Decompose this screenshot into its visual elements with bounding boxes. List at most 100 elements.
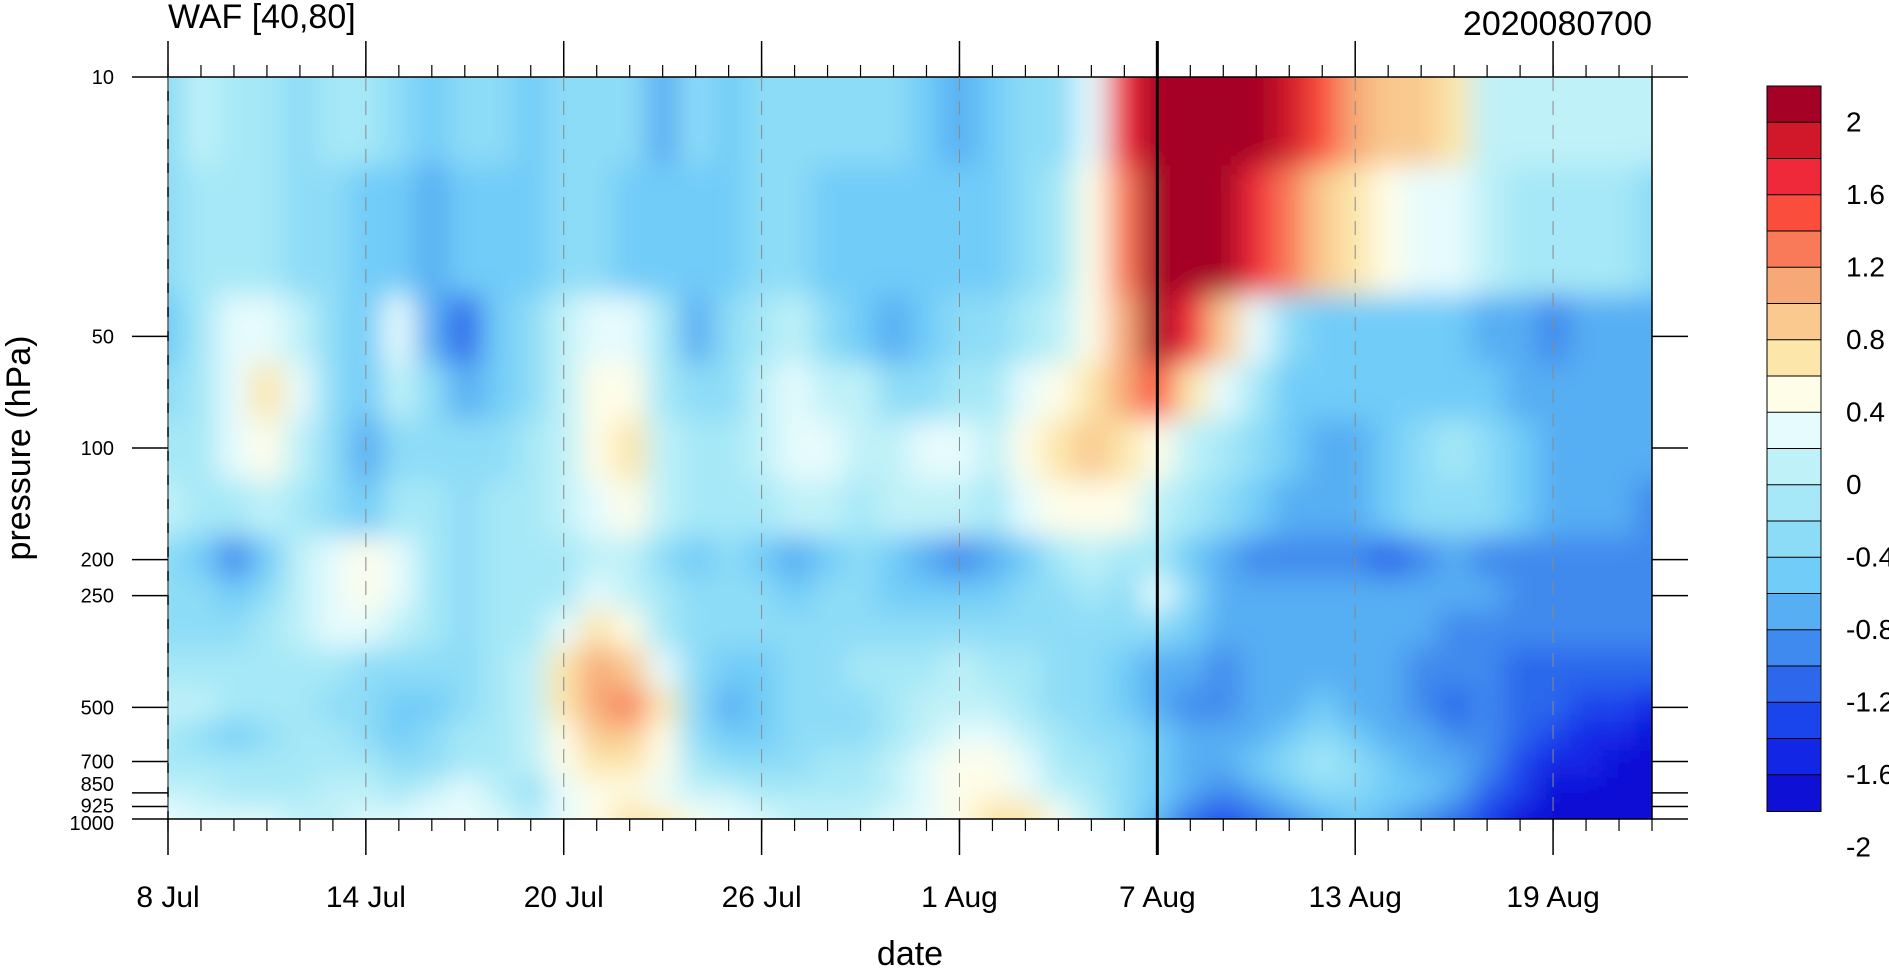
field-cell <box>1206 648 1241 691</box>
field-cell <box>1470 77 1505 167</box>
field-cell <box>1272 295 1307 365</box>
field-cell <box>168 480 186 538</box>
field-cell <box>646 536 680 579</box>
field-cell <box>184 295 219 365</box>
field-cell <box>1272 749 1307 778</box>
field-cell <box>1437 610 1472 649</box>
field-cell <box>1041 749 1076 778</box>
colorbar-box <box>1766 339 1822 377</box>
field-cell <box>646 689 680 723</box>
field-cell <box>415 777 450 801</box>
field-cell <box>448 610 483 649</box>
field-cell <box>811 363 845 421</box>
field-cell <box>448 419 483 482</box>
field-cell <box>1470 648 1505 691</box>
field-cell <box>1173 165 1208 296</box>
field-cell <box>1503 777 1538 801</box>
y-tick-label: 100 <box>81 438 114 460</box>
field-cell <box>844 749 878 778</box>
field-cell <box>382 536 417 579</box>
y-tick-label: 850 <box>81 774 114 796</box>
field-cell <box>646 749 680 778</box>
field-cell <box>679 295 713 365</box>
field-cell <box>1041 165 1076 296</box>
field-cell <box>613 577 647 612</box>
field-cell <box>481 610 516 649</box>
field-cell <box>910 799 944 814</box>
field-cell <box>382 577 417 612</box>
field-cell <box>1470 610 1505 649</box>
field-cell <box>415 722 450 750</box>
field-cell <box>1272 722 1307 750</box>
field-cell <box>1305 480 1340 538</box>
field-cell <box>1404 812 1439 819</box>
field-cell <box>778 480 812 538</box>
field-cell <box>1239 577 1274 612</box>
field-cell <box>382 722 417 750</box>
field-cell <box>712 799 746 814</box>
field-cell <box>1206 419 1241 482</box>
field-cell <box>481 777 516 801</box>
field-cell <box>712 536 746 579</box>
field-cell <box>1206 480 1241 538</box>
field-cell <box>481 648 516 691</box>
field-cell <box>1371 419 1406 482</box>
field-cell <box>712 749 746 778</box>
field-cell <box>844 610 878 649</box>
field-cell <box>481 749 516 778</box>
field-cell <box>316 749 351 778</box>
colorbar: 2 1.6 1.2 0.8 0.4 0 -0.4 -0.8 -1.2 -1.6 -2 <box>1766 85 1889 862</box>
field-cell <box>811 295 845 365</box>
field-cell <box>679 363 713 421</box>
field-cell <box>1371 480 1406 538</box>
colorbar-label: 2 <box>1846 106 1862 137</box>
field-cell <box>1635 777 1652 801</box>
field-cell <box>1569 77 1604 167</box>
field-cell <box>1206 577 1241 612</box>
field-cell <box>316 610 351 649</box>
field-cell <box>1569 689 1604 723</box>
field-cell <box>382 165 417 296</box>
field-cell <box>217 165 252 296</box>
field-cell <box>1008 536 1043 579</box>
field-cell <box>1470 812 1505 819</box>
field-cell <box>910 610 944 649</box>
colorbar-box <box>1766 85 1822 124</box>
field-cell <box>316 295 351 365</box>
field-cell <box>1041 295 1076 365</box>
field-cell <box>1305 689 1340 723</box>
field-cell <box>712 363 746 421</box>
field-cell <box>1503 812 1538 819</box>
field-cell <box>1437 812 1472 819</box>
field-cell <box>910 295 944 365</box>
field-cell <box>217 536 252 579</box>
field-cell <box>1602 295 1637 365</box>
field-cell <box>1206 77 1241 167</box>
field-cell <box>811 419 845 482</box>
field-cell <box>184 689 219 723</box>
field-cell <box>910 363 944 421</box>
field-cell <box>382 689 417 723</box>
field-cell <box>646 165 680 296</box>
field-cell <box>514 812 549 819</box>
field-cell <box>1602 812 1637 819</box>
field-cell <box>1074 812 1109 819</box>
field-cell <box>580 77 614 167</box>
field-cell <box>250 722 285 750</box>
field-cell <box>778 777 812 801</box>
field-cell <box>217 577 252 612</box>
field-cell <box>712 77 746 167</box>
field-cell <box>910 419 944 482</box>
field-cell <box>1371 536 1406 579</box>
field-cell <box>1173 77 1208 167</box>
colorbar-box <box>1766 665 1822 704</box>
field-cell <box>1437 165 1472 296</box>
field-cell <box>448 722 483 750</box>
field-cell <box>283 689 318 723</box>
field-cell <box>1503 480 1538 538</box>
field-cell <box>778 722 812 750</box>
field-cell <box>514 77 549 167</box>
field-cell <box>646 295 680 365</box>
x-axis: 8 Jul 14 Jul 20 Jul 26 Jul 1 Aug 7 Aug 13 Aug 1… <box>136 41 1653 914</box>
field-cell <box>1206 536 1241 579</box>
